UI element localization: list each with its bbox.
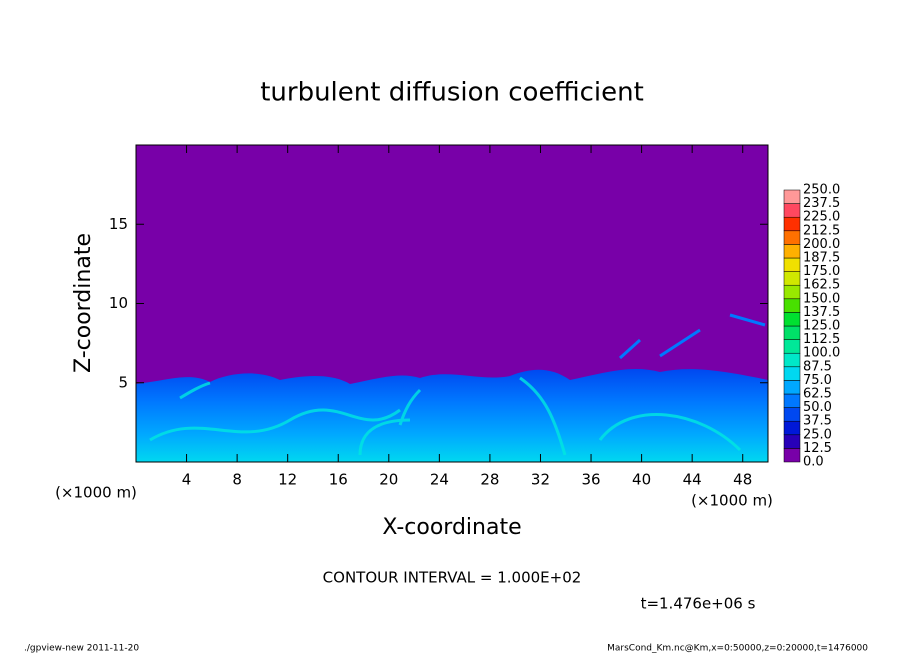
colorbar-label: 200.0 xyxy=(803,237,840,252)
streak xyxy=(398,388,422,426)
colorbar-label: 162.5 xyxy=(803,278,840,293)
streak xyxy=(729,313,766,327)
contour-note: CONTOUR INTERVAL = 1.000E+02 xyxy=(323,569,582,587)
colorbar-cell xyxy=(783,448,801,463)
time-note: t=1.476e+06 s xyxy=(641,595,756,613)
colorbar-label: 250.0 xyxy=(803,183,840,198)
colorbar-cell xyxy=(783,339,801,354)
upper-streaks xyxy=(618,313,766,360)
x-tick-label: 8 xyxy=(232,471,242,489)
colorbar-label: 37.5 xyxy=(803,414,832,429)
x-tick-label: 28 xyxy=(480,471,499,489)
streak xyxy=(618,338,642,360)
colorbar-cell xyxy=(783,366,801,381)
x-tick-label: 44 xyxy=(683,471,702,489)
colorbar-label: 12.5 xyxy=(803,441,832,456)
colorbar-cell xyxy=(783,216,801,232)
y-unit: (×1000 m) xyxy=(55,484,137,502)
x-tick-label: 36 xyxy=(581,471,600,489)
chart-title: turbulent diffusion coefficient xyxy=(260,78,644,108)
colorbar-cell xyxy=(783,203,801,218)
colorbar-label: 50.0 xyxy=(803,400,832,415)
streak xyxy=(598,413,742,452)
colorbar-cell xyxy=(783,244,801,259)
field-streaks xyxy=(149,376,742,456)
colorbar-cell xyxy=(783,271,801,286)
colorbar-label: 25.0 xyxy=(803,427,832,442)
x-tick-label: 16 xyxy=(329,471,348,489)
colorbar-label: 0.0 xyxy=(803,455,824,470)
colorbar-label: 237.5 xyxy=(803,196,840,211)
y-tick-label: 15 xyxy=(109,215,128,233)
colorbar-label: 62.5 xyxy=(803,387,832,402)
x-tick-label: 12 xyxy=(278,471,297,489)
x-tick-label: 40 xyxy=(632,471,651,489)
footer-left: ./gpview-new 2011-11-20 xyxy=(24,644,139,654)
streak xyxy=(519,376,567,456)
x-tick-label: 24 xyxy=(430,471,449,489)
colorbar-cell xyxy=(783,189,801,204)
colorbar-label: 225.0 xyxy=(803,210,840,225)
colorbar-cell xyxy=(783,393,801,408)
colorbar-cell xyxy=(783,420,801,436)
x-tick-label: 20 xyxy=(379,471,398,489)
footer-right: MarsCond_Km.nc@Km,x=0:50000,z=0:20000,t=… xyxy=(607,644,868,654)
y-tick-label: 10 xyxy=(109,294,128,312)
y-axis-label: Z-coordinate xyxy=(71,233,96,373)
y-tick-label: 5 xyxy=(118,373,128,391)
streak xyxy=(179,381,211,400)
colorbar-cell xyxy=(783,312,801,327)
colorbar-cell xyxy=(783,257,801,272)
colorbar-label: 137.5 xyxy=(803,305,840,320)
turbulent-layer xyxy=(136,369,768,462)
x-tick-label: 32 xyxy=(531,471,550,489)
colorbar-label: 87.5 xyxy=(803,359,832,374)
colorbar-label: 175.0 xyxy=(803,264,840,279)
x-tick-label: 4 xyxy=(182,471,192,489)
colorbar-label: 125.0 xyxy=(803,319,840,334)
colorbar-label: 187.5 xyxy=(803,251,840,266)
x-unit: (×1000 m) xyxy=(691,492,773,510)
streak xyxy=(149,408,401,442)
colorbar-cell xyxy=(783,407,801,422)
streak xyxy=(659,328,701,358)
colorbar-label: 150.0 xyxy=(803,291,840,306)
colorbar-label: 75.0 xyxy=(803,373,832,388)
colorbar-label: 100.0 xyxy=(803,346,840,361)
x-axis-label: X-coordinate xyxy=(382,515,521,540)
colorbar-cell xyxy=(783,352,801,368)
colorbar-cell xyxy=(783,325,801,340)
colorbar-cell xyxy=(783,230,801,245)
colorbar-cell xyxy=(783,380,801,395)
colorbar-label: 112.5 xyxy=(803,332,840,347)
x-tick-label: 48 xyxy=(733,471,752,489)
colorbar-cell xyxy=(783,284,801,300)
colorbar-cell xyxy=(783,298,801,313)
colorbar-label: 212.5 xyxy=(803,223,840,238)
colorbar-cell xyxy=(783,434,801,449)
